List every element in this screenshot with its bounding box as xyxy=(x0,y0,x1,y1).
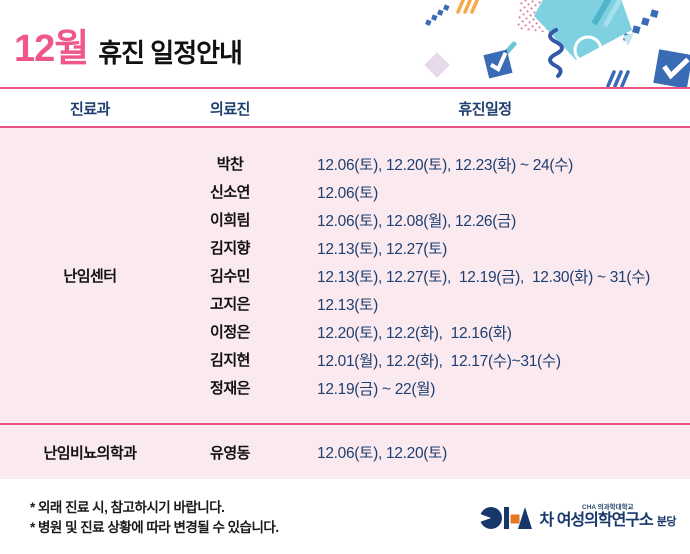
department-name: 난임비뇨의학과 xyxy=(43,444,137,462)
schedule-dates: 12.06(토), 12.20(토) xyxy=(317,445,447,462)
doctor-name: 신소연 xyxy=(210,184,250,201)
table-row: 정재은 12.19(금) ~ 22(월) xyxy=(180,374,690,402)
logo-suffix: 분당 xyxy=(656,516,677,529)
doctor-name: 이정은 xyxy=(210,324,250,341)
diamond xyxy=(424,52,450,78)
footnote: * 병원 및 진료 상황에 따라 변경될 수 있습니다. xyxy=(30,520,279,535)
table-row: 김지현 12.01(월), 12.2(화), 12.17(수)~31(수) xyxy=(180,346,690,374)
schedule-dates: 12.19(금) ~ 22(월) xyxy=(317,380,436,398)
footnote: * 외래 진료 시, 참고하시기 바랍니다. xyxy=(30,500,225,515)
title-text: 휴진 일정안내 xyxy=(98,38,243,68)
section-divider xyxy=(0,423,690,425)
table-row: 유영동 12.06(토), 12.20(토) xyxy=(180,438,690,466)
header-rule xyxy=(0,126,690,128)
table-row: 이희림 12.06(토), 12.08(월), 12.26(금) xyxy=(180,206,690,234)
footnotes: * 외래 진료 시, 참고하시기 바랍니다. * 병원 및 진료 상황에 따라 변… xyxy=(30,498,279,538)
table-row: 박찬 12.06(토), 12.20(토), 12.23(화) ~ 24(수) xyxy=(180,150,690,178)
doctor-name: 정재은 xyxy=(210,380,250,397)
schedule-dates: 12.06(토) xyxy=(317,184,378,202)
logo-small-text: CHA 의과학대학교 xyxy=(582,503,634,511)
doctor-name: 김지현 xyxy=(210,352,250,369)
table-row: 이정은 12.20(토), 12.2(화), 12.16(화) xyxy=(180,318,690,346)
logo-main-text: 차 여성의학연구소 xyxy=(539,512,654,530)
header-staff: 의료진 xyxy=(210,100,250,118)
title-month: 12월 xyxy=(14,28,89,70)
page-title: 12월 휴진 일정안내 xyxy=(14,28,243,70)
schedule-dates: 12.13(토), 12.27(토) xyxy=(317,240,447,258)
squiggle-line xyxy=(548,28,564,78)
table-row: 김지향 12.13(토), 12.27(토) xyxy=(180,234,690,262)
schedule-dates: 12.13(토) xyxy=(317,296,378,314)
circle-outline xyxy=(573,35,603,65)
orange-slashes xyxy=(456,0,480,14)
doctor-name: 김수민 xyxy=(210,268,250,285)
checked-square xyxy=(653,49,690,89)
department-section: 난임비뇨의학과 유영동 12.06(토), 12.20(토) xyxy=(0,425,690,479)
doctor-name: 고지은 xyxy=(210,296,250,313)
cha-logo: CHA 의과학대학교 차 여성의학연구소 분당 xyxy=(479,502,677,532)
schedule-dates: 12.13(토), 12.27(토), 12.19(금), 12.30(화) ~… xyxy=(317,268,651,286)
schedule-dates: 12.06(토), 12.20(토), 12.23(화) ~ 24(수) xyxy=(317,156,574,174)
doctor-rows: 박찬 12.06(토), 12.20(토), 12.23(화) ~ 24(수) 신소… xyxy=(180,128,690,423)
cyan-triangle xyxy=(623,33,634,46)
checkbox-pencil xyxy=(483,41,517,79)
doctor-name: 김지향 xyxy=(210,240,250,257)
stair-dots-left xyxy=(425,4,450,26)
schedule-dates: 12.06(토), 12.08(월), 12.26(금) xyxy=(317,212,516,230)
doctor-name: 유영동 xyxy=(210,444,250,462)
cha-logo-mark xyxy=(479,507,532,529)
header-department: 진료과 xyxy=(70,100,110,118)
header-schedule: 휴진일정 xyxy=(458,100,512,118)
top-rule xyxy=(0,87,690,89)
doctor-name: 박찬 xyxy=(216,156,244,173)
decorative-shapes xyxy=(424,0,690,89)
schedule-table-body: 난임센터 박찬 12.06(토), 12.20(토), 12.23(화) ~ 24(… xyxy=(0,128,690,479)
department-section: 난임센터 박찬 12.06(토), 12.20(토), 12.23(화) ~ 24(… xyxy=(0,128,690,423)
department-name: 난임센터 xyxy=(63,268,117,285)
table-row: 김수민 12.13(토), 12.27(토), 12.19(금), 12.30(화… xyxy=(180,262,690,290)
cyan-polygon xyxy=(534,0,632,60)
schedule-dates: 12.20(토), 12.2(화), 12.16(화) xyxy=(317,324,512,342)
blue-slashes xyxy=(606,70,630,88)
table-row: 고지은 12.13(토) xyxy=(180,290,690,318)
table-row: 신소연 12.06(토) xyxy=(180,178,690,206)
schedule-dates: 12.01(월), 12.2(화), 12.17(수)~31(수) xyxy=(317,352,561,370)
doctor-rows: 유영동 12.06(토), 12.20(토) xyxy=(180,425,690,479)
doctor-name: 이희림 xyxy=(210,212,250,229)
